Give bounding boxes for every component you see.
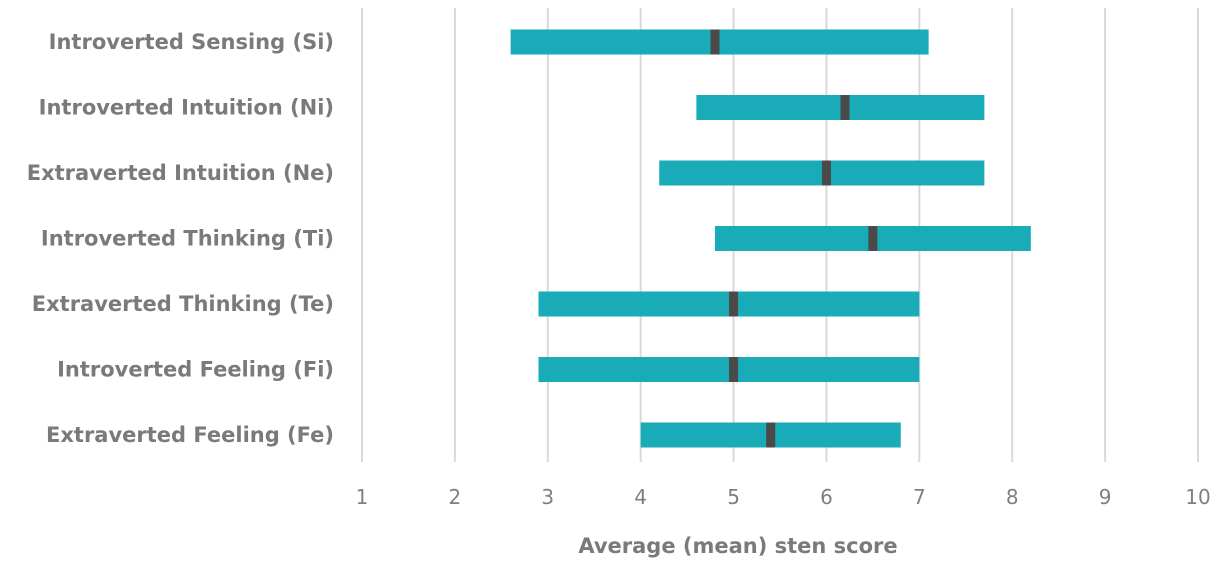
x-tick-label: 3 [541,485,554,509]
x-axis-title: Average (mean) sten score [578,534,897,558]
mean-marker [729,291,739,317]
range-bar [538,357,920,382]
category-labels: Introverted Sensing (Si) Introverted Intu… [27,30,334,447]
category-label: Introverted Sensing (Si) [49,30,334,54]
x-tick-label: 9 [1099,485,1112,509]
mean-marker [840,95,850,120]
range-bar [538,291,920,317]
x-tick-label: 6 [820,485,833,509]
mean-marker [729,357,739,382]
x-tick-label: 4 [634,485,647,509]
range-bar [696,95,985,120]
x-tick-label: 2 [449,485,462,509]
x-tick-label: 1 [356,485,369,509]
range-bar [510,29,929,55]
mean-markers [710,29,878,448]
x-tick-label: 8 [1006,485,1019,509]
mean-marker [766,422,776,448]
x-tick-label: 5 [727,485,740,509]
category-label: Extraverted Intuition (Ne) [27,161,334,185]
mean-marker [868,226,878,251]
mean-marker [821,160,831,186]
range-bars [510,29,1031,448]
range-bar [659,160,985,186]
category-label: Extraverted Feeling (Fe) [46,423,334,447]
category-label: Introverted Feeling (Fi) [57,358,334,382]
x-tick-label: 10 [1185,485,1210,509]
x-tick-labels: 1 2 3 4 5 6 7 8 9 10 [356,485,1211,509]
category-label: Extraverted Thinking (Te) [32,292,334,316]
category-label: Introverted Intuition (Ni) [39,96,334,120]
category-label: Introverted Thinking (Ti) [41,227,334,251]
x-tick-label: 7 [913,485,926,509]
mean-marker [710,29,720,55]
